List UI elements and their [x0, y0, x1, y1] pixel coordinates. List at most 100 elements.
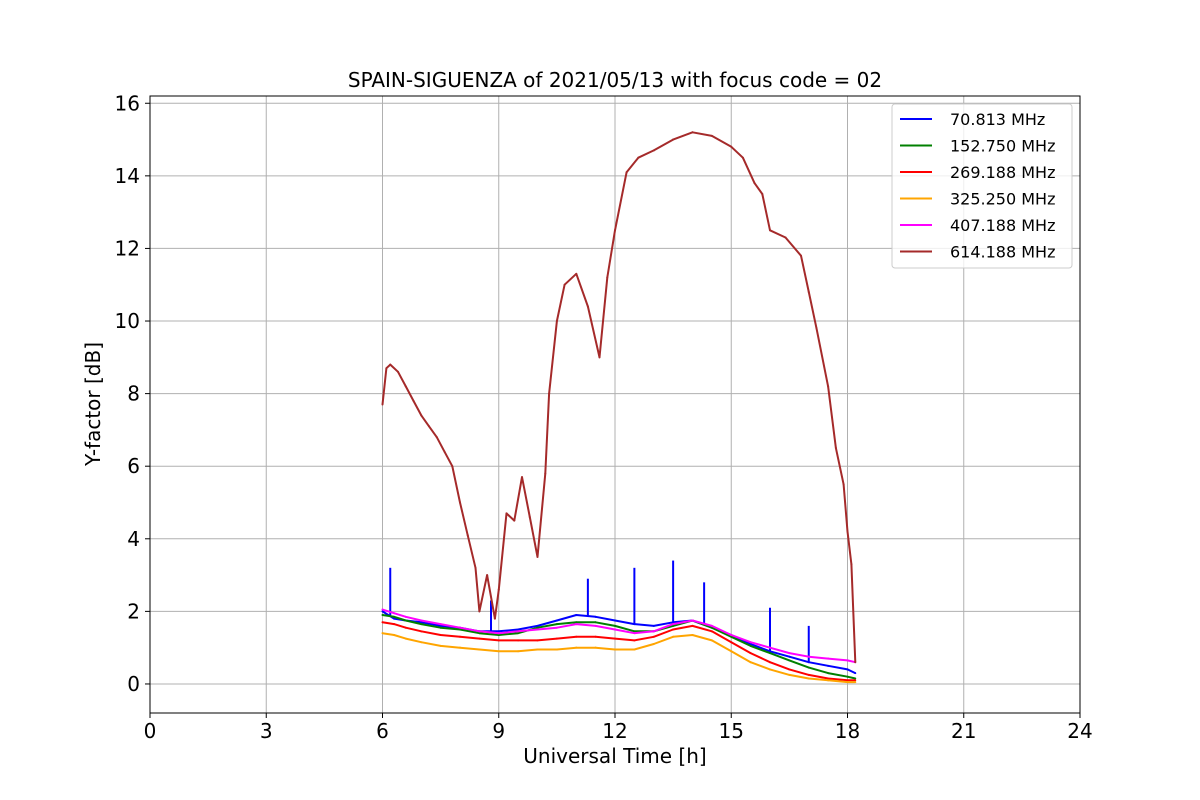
data-point [575, 635, 578, 638]
data-point [575, 646, 578, 649]
data-point [846, 675, 849, 678]
data-point [807, 673, 810, 676]
data-point [497, 639, 500, 642]
data-point [505, 512, 508, 515]
data-point [846, 659, 849, 662]
data-point [393, 623, 396, 626]
x-tick-label: 6 [376, 719, 389, 743]
data-point [404, 385, 407, 388]
data-point [420, 630, 423, 633]
data-point [730, 650, 733, 653]
series-2 [381, 614, 857, 680]
data-point [497, 630, 500, 633]
legend-label: 269.188 MHz [950, 163, 1055, 182]
data-point [691, 624, 694, 627]
data-point [420, 619, 423, 622]
y-tick-label: 12 [115, 236, 140, 260]
data-point [846, 679, 849, 682]
data-point [586, 305, 589, 308]
data-point [606, 276, 609, 279]
x-tick-label: 24 [1067, 719, 1092, 743]
data-point [393, 615, 396, 618]
data-point [555, 648, 558, 651]
data-point [563, 283, 566, 286]
data-point [381, 614, 384, 617]
y-tick-label: 10 [115, 309, 140, 333]
data-point [486, 574, 489, 577]
data-point [497, 650, 500, 653]
legend-label: 70.813 MHz [950, 110, 1045, 129]
x-tick-label: 12 [602, 719, 627, 743]
data-point [652, 635, 655, 638]
x-axis-label: Universal Time [h] [523, 744, 706, 768]
data-point [834, 447, 837, 450]
data-point [730, 635, 733, 638]
data-point [594, 615, 597, 618]
data-point [769, 229, 771, 232]
data-point [614, 648, 616, 651]
data-point [555, 623, 558, 626]
data-point [788, 652, 791, 655]
y-tick-label: 14 [115, 164, 140, 188]
data-point [846, 668, 849, 671]
data-point [741, 156, 744, 159]
data-point [478, 648, 481, 651]
data-point [397, 370, 399, 373]
data-point [827, 672, 830, 675]
data-point [614, 619, 616, 622]
data-point [827, 677, 830, 680]
data-point [710, 624, 713, 627]
data-point [749, 652, 752, 655]
data-point [517, 628, 520, 631]
data-point [393, 617, 396, 620]
data-point [517, 632, 520, 635]
data-point [827, 385, 830, 388]
data-point [753, 182, 756, 185]
data-point [439, 623, 442, 626]
data-point [404, 637, 407, 640]
data-point [788, 668, 791, 671]
series-6 [381, 131, 857, 664]
data-point [478, 637, 481, 640]
x-tick-label: 18 [835, 719, 860, 743]
y-tick-label: 0 [127, 672, 140, 696]
data-point [555, 637, 558, 640]
data-point [614, 624, 616, 627]
x-tick-label: 21 [951, 719, 976, 743]
data-point [393, 612, 396, 615]
y-tick-label: 16 [115, 91, 140, 115]
legend-label: 152.750 MHz [950, 137, 1055, 156]
y-tick-label: 8 [127, 382, 140, 406]
y-tick-label: 4 [127, 527, 140, 551]
data-point [439, 633, 442, 636]
data-point [827, 664, 830, 667]
data-point [784, 236, 787, 239]
data-point [555, 320, 558, 323]
data-point [544, 472, 547, 475]
data-point [451, 465, 454, 468]
data-point [788, 659, 791, 662]
data-point [536, 639, 539, 642]
legend-label: 614.188 MHz [950, 243, 1055, 262]
data-point [420, 623, 423, 626]
data-point [474, 566, 477, 569]
data-point [420, 641, 423, 644]
data-point [769, 646, 771, 649]
data-point [381, 403, 384, 406]
data-point [536, 628, 539, 631]
data-point [854, 661, 857, 664]
data-point [439, 644, 442, 647]
data-point [614, 229, 616, 232]
data-point [633, 639, 636, 642]
data-point [769, 661, 771, 664]
data-point [730, 641, 733, 644]
data-point [652, 149, 655, 152]
data-point [594, 624, 597, 627]
data-point [459, 635, 461, 638]
data-point [614, 637, 616, 640]
y-axis-label: Y-factor [dB] [81, 342, 105, 467]
data-point [691, 633, 694, 636]
data-point [769, 652, 771, 655]
data-point [633, 648, 636, 651]
